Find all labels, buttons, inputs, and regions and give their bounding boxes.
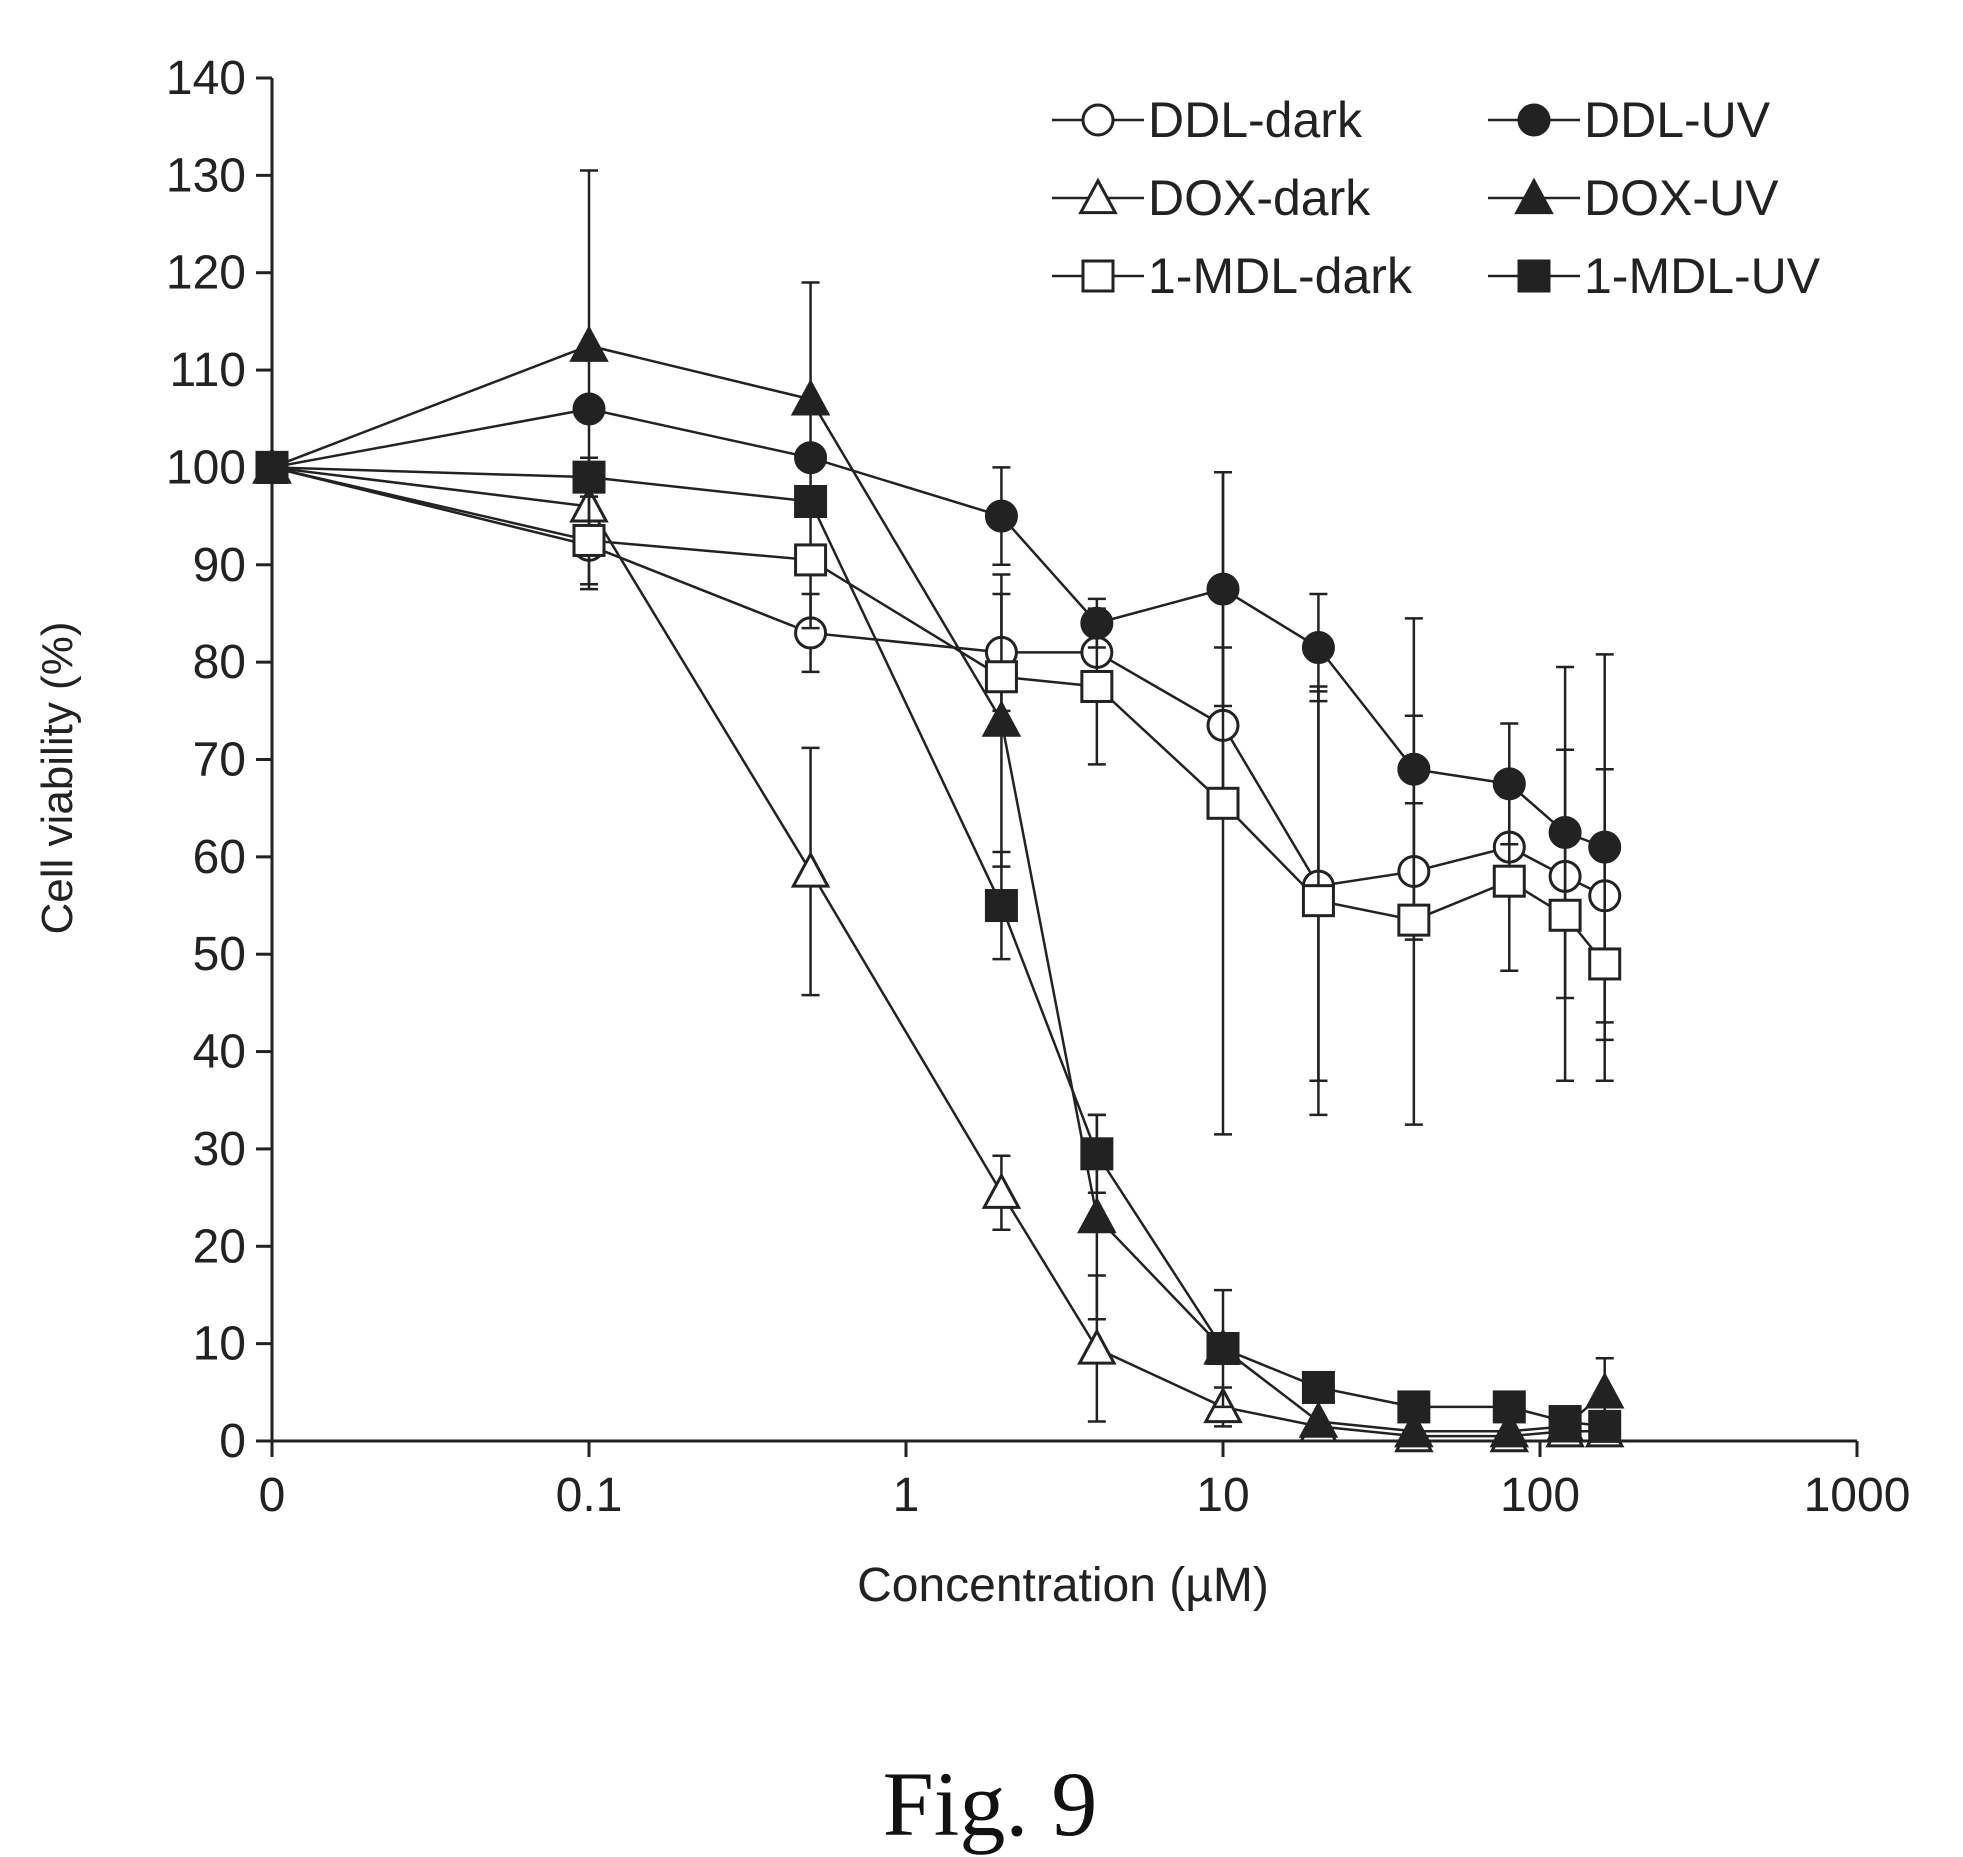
- data-point: [1397, 903, 1431, 937]
- x-tick-label: 1000: [1804, 1469, 1911, 1522]
- x-axis: 0 0.1 1 10 100 1000: [259, 1439, 1911, 1522]
- legend-marker: [1517, 103, 1551, 137]
- legend-item: DDL-dark: [1052, 92, 1363, 148]
- x-tick-label: 100: [1500, 1469, 1580, 1522]
- y-tick-label: 140: [166, 52, 246, 105]
- data-point: [794, 485, 828, 519]
- legend-marker: [1514, 177, 1554, 215]
- data-point: [1588, 947, 1622, 981]
- data-point: [1489, 1410, 1530, 1448]
- data-point: [1301, 1370, 1335, 1404]
- data-point: [984, 660, 1018, 694]
- legend-label: DOX-UV: [1584, 170, 1779, 226]
- data-point: [1394, 1410, 1434, 1448]
- data-point: [1301, 884, 1335, 918]
- data-point: [790, 378, 831, 416]
- y-tick-label: 100: [166, 441, 246, 494]
- data-point: [1492, 1390, 1526, 1424]
- data-point: [1080, 669, 1114, 703]
- data-point: [984, 889, 1018, 923]
- data-point: [1206, 786, 1240, 820]
- y-tick-label: 60: [193, 831, 246, 884]
- plot-area: [252, 169, 1625, 1453]
- legend-label: DDL-dark: [1148, 92, 1363, 148]
- x-tick-label: 10: [1196, 1469, 1249, 1522]
- figure-caption: Fig. 9: [883, 1753, 1098, 1855]
- legend-marker: [1081, 103, 1115, 137]
- legend-label: DDL-UV: [1584, 92, 1771, 148]
- y-axis-label: Cell viability (%): [33, 622, 82, 935]
- legend-label: 1-MDL-dark: [1148, 248, 1413, 304]
- legend-item: DOX-dark: [1052, 170, 1371, 226]
- data-point: [1298, 1401, 1339, 1438]
- series-dox-uv: [252, 169, 1625, 1448]
- legend: DDL-dark DDL-UV DOX-dark DOX-UV 1-MDL-dark 1-…: [1052, 92, 1821, 304]
- data-point: [1206, 1332, 1240, 1366]
- series-line: [271, 344, 1606, 1433]
- legend-label: 1-MDL-UV: [1584, 248, 1821, 304]
- legend-item: 1-MDL-UV: [1488, 248, 1821, 304]
- data-point: [569, 325, 609, 362]
- data-point: [1397, 1390, 1431, 1424]
- x-tick-label: 1: [893, 1469, 920, 1522]
- series-line: [271, 466, 1606, 965]
- data-point: [1077, 1328, 1117, 1365]
- legend-label: DOX-dark: [1148, 170, 1371, 226]
- data-point: [1548, 1405, 1582, 1439]
- y-tick-label: 120: [166, 247, 246, 300]
- y-tick-label: 80: [193, 636, 246, 689]
- y-tick-label: 0: [219, 1415, 246, 1468]
- x-tick-label: 0: [259, 1469, 286, 1522]
- y-tick-label: 20: [193, 1220, 246, 1273]
- y-tick-label: 70: [193, 734, 246, 787]
- series-1-mdl-dark: [255, 450, 1622, 1136]
- y-tick-label: 30: [193, 1123, 246, 1176]
- data-point: [1492, 864, 1526, 898]
- data-point: [1548, 898, 1582, 932]
- data-point: [1080, 1137, 1114, 1171]
- legend-marker: [1078, 177, 1118, 215]
- x-tick-label: 0.1: [556, 1469, 623, 1522]
- data-point: [790, 851, 831, 888]
- data-point: [1588, 1409, 1622, 1443]
- y-tick-label: 130: [166, 149, 246, 202]
- x-axis-label: Concentration (µM): [857, 1559, 1269, 1612]
- data-point: [981, 700, 1022, 737]
- series-dox-dark: [252, 447, 1625, 1453]
- data-point: [572, 523, 606, 557]
- data-point: [981, 1172, 1022, 1209]
- legend-item: DDL-UV: [1488, 92, 1771, 148]
- series-line: [271, 466, 1605, 1428]
- y-tick-label: 110: [169, 344, 246, 397]
- y-tick-label: 10: [193, 1318, 246, 1371]
- data-point: [1301, 631, 1335, 665]
- data-point: [984, 499, 1018, 533]
- series-1-mdl-uv: [255, 450, 1622, 1443]
- data-point: [794, 543, 828, 577]
- y-axis: 0 10 20 30 40 50 60 70 80 90 100 110 120 130 140: [166, 52, 274, 1468]
- data-point: [1077, 1196, 1117, 1234]
- y-tick-label: 90: [193, 539, 246, 592]
- data-point: [1584, 1371, 1625, 1409]
- y-tick-label: 50: [193, 928, 246, 981]
- data-point: [572, 460, 606, 494]
- legend-item: DOX-UV: [1488, 170, 1779, 226]
- legend-item: 1-MDL-dark: [1052, 248, 1413, 304]
- legend-marker: [1081, 259, 1115, 293]
- legend-marker: [1517, 259, 1551, 293]
- y-tick-label: 40: [193, 1026, 246, 1079]
- series-line: [271, 466, 1606, 897]
